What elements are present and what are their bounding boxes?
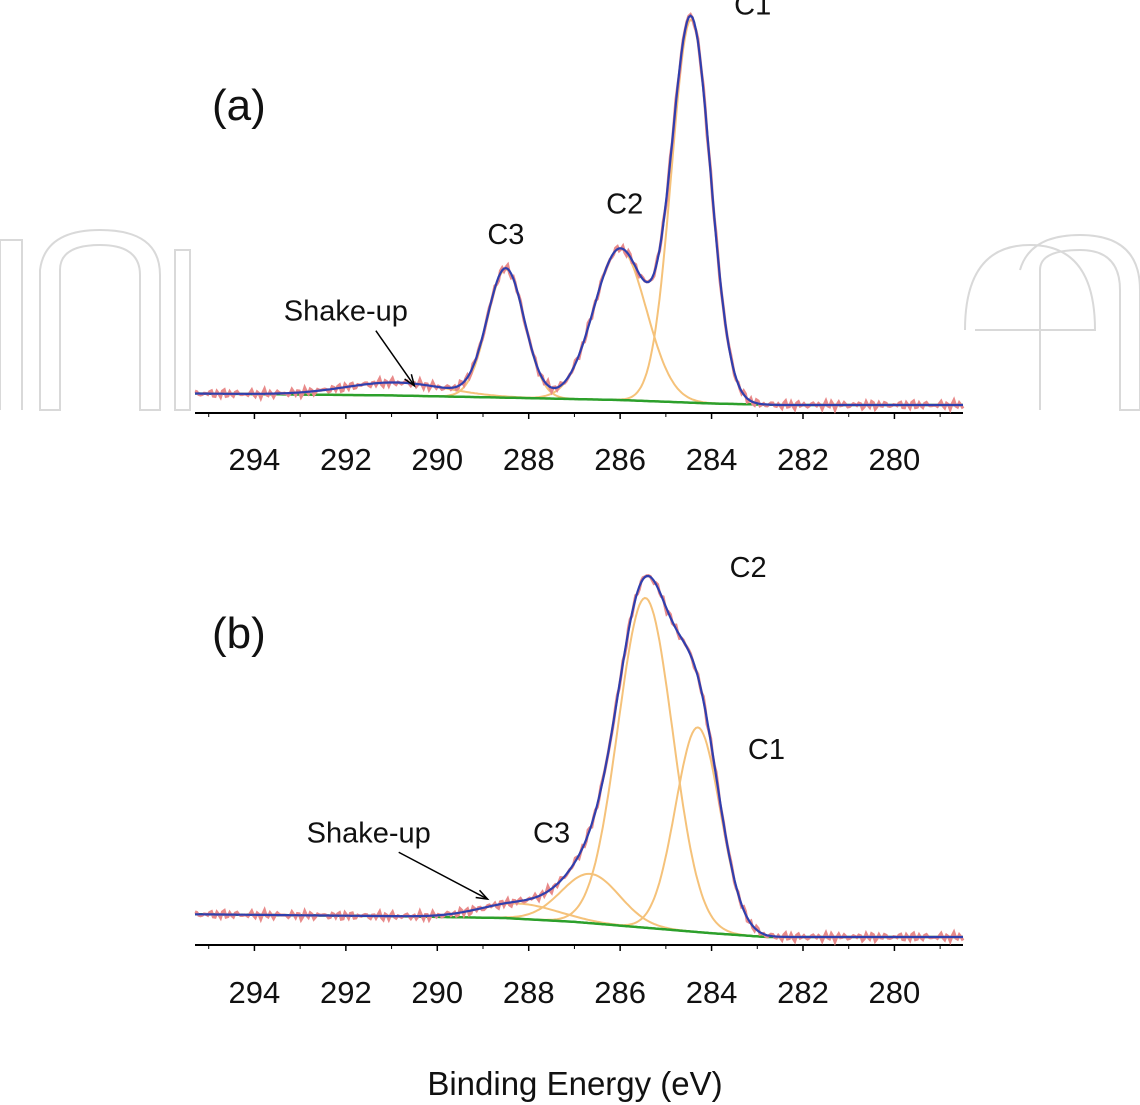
x-tick-label: 286 [594, 442, 646, 477]
x-tick-label: 290 [411, 975, 463, 1010]
panel-label: (a) [212, 81, 266, 130]
peak-label-shake-up: Shake-up [307, 817, 431, 849]
x-tick-label: 284 [686, 442, 738, 477]
measured-spectrum [194, 574, 965, 946]
component-peak-shake-up [195, 902, 963, 938]
x-tick-label: 294 [229, 442, 281, 477]
x-tick-label: 280 [869, 442, 921, 477]
peak-label-c3: C3 [487, 219, 524, 251]
peak-label-c3: C3 [533, 817, 570, 849]
x-tick-label: 288 [503, 442, 555, 477]
panel-b: 294 292 290 288 286 284 282 280 (b) C2 C1 C3 Shake-u… [194, 552, 965, 1010]
x-tick-label: 280 [869, 975, 921, 1010]
fit-envelope [195, 574, 963, 939]
shake-up-arrowhead [404, 374, 416, 388]
fit-envelope [195, 14, 963, 407]
peak-label-c1: C1 [748, 734, 785, 766]
component-peak-c2 [195, 596, 963, 938]
peak-label-c1: C1 [734, 0, 771, 21]
component-peak-c1 [195, 18, 963, 406]
background-line [195, 392, 963, 407]
x-tick-label: 282 [777, 442, 829, 477]
x-tick-label: 288 [503, 975, 555, 1010]
component-peak-c3 [195, 268, 963, 406]
peak-label-shake-up: Shake-up [284, 296, 408, 328]
measured-spectrum [194, 12, 965, 414]
x-tick-label: 294 [229, 975, 281, 1010]
x-tick-label: 284 [686, 975, 738, 1010]
shake-up-arrowhead [475, 889, 490, 901]
shake-up-arrow [375, 330, 416, 387]
x-tick-label: 282 [777, 975, 829, 1010]
x-tick-label: 292 [320, 975, 372, 1010]
x-tick-label: 286 [594, 975, 646, 1010]
x-axis-label: Binding Energy (eV) [427, 1065, 722, 1102]
peak-label-c2: C2 [730, 552, 767, 584]
shake-up-arrow [398, 851, 488, 900]
peak-label-c2: C2 [606, 189, 643, 221]
x-tick-label: 290 [411, 442, 463, 477]
panel-label: (b) [212, 609, 266, 658]
x-tick-label: 292 [320, 442, 372, 477]
panel-a: 294 292 290 288 286 284 282 280 (a) C1 C2 C3 Shake-u… [194, 0, 965, 477]
watermark [0, 228, 1140, 411]
